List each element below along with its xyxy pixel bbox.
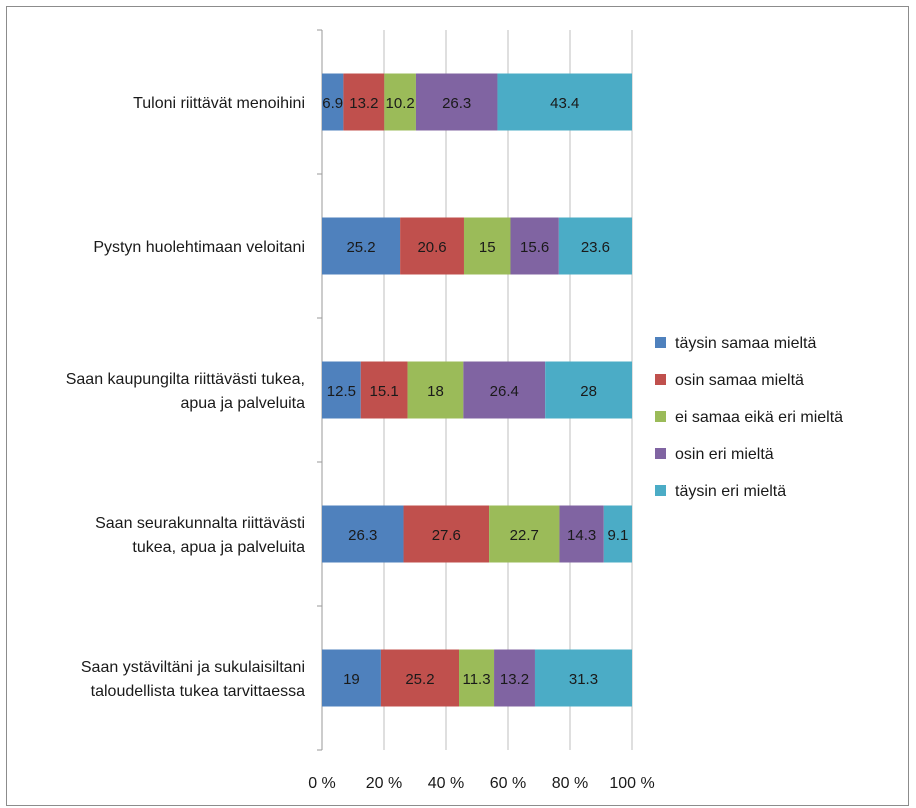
bar-4-3 [494, 649, 535, 707]
data-label-0-2: 10.2 [386, 95, 415, 112]
data-label-1-0: 25.2 [346, 239, 375, 256]
bar-3-4 [603, 505, 632, 563]
legend-swatch-3 [655, 448, 666, 459]
x-tick-label-5: 100 % [609, 775, 654, 792]
bar-4-4 [534, 649, 632, 707]
legend-label-2: ei samaa eikä eri mieltä [675, 409, 843, 426]
data-label-1-4: 23.6 [581, 239, 610, 256]
bar-0-0 [322, 73, 344, 131]
category-label-1-0: Pystyn huolehtimaan veloitani [93, 239, 305, 256]
data-label-1-2: 15 [479, 239, 496, 256]
data-label-2-3: 26.4 [490, 383, 519, 400]
x-tick-label-3: 60 % [490, 775, 526, 792]
legend-label-4: täysin eri mieltä [675, 483, 786, 500]
bar-2-3 [463, 361, 546, 419]
data-label-0-1: 13.2 [349, 95, 378, 112]
data-label-4-4: 31.3 [569, 671, 598, 688]
data-label-0-4: 43.4 [550, 95, 579, 112]
data-label-4-3: 13.2 [500, 671, 529, 688]
bar-1-1 [400, 217, 464, 275]
data-label-3-4: 9.1 [607, 527, 628, 544]
legend-swatch-1 [655, 374, 666, 385]
bar-4-1 [380, 649, 460, 707]
bar-1-0 [322, 217, 401, 275]
bar-0-2 [384, 73, 416, 131]
category-label-4-1: taloudellista tukea tarvittaessa [91, 683, 305, 700]
bar-4-0 [322, 649, 381, 707]
data-label-3-0: 26.3 [348, 527, 377, 544]
legend-label-0: täysin samaa mieltä [675, 335, 816, 352]
legend-swatch-4 [655, 485, 666, 496]
bar-1-3 [510, 217, 559, 275]
legend-swatch-2 [655, 411, 666, 422]
bar-2-1 [360, 361, 408, 419]
bar-3-0 [322, 505, 404, 563]
legend-swatch-0 [655, 337, 666, 348]
data-label-2-0: 12.5 [327, 383, 356, 400]
category-label-0-0: Tuloni riittävät menoihini [133, 95, 305, 112]
data-label-4-0: 19 [343, 671, 360, 688]
legend-label-3: osin eri mieltä [675, 446, 774, 463]
data-label-1-1: 20.6 [417, 239, 446, 256]
bar-3-2 [489, 505, 560, 563]
x-tick-label-2: 40 % [428, 775, 464, 792]
bar-0-4 [497, 73, 632, 131]
data-label-3-2: 22.7 [510, 527, 539, 544]
data-label-2-2: 18 [427, 383, 444, 400]
bar-0-1 [343, 73, 385, 131]
data-label-0-3: 26.3 [442, 95, 471, 112]
x-tick-label-0: 0 % [308, 775, 336, 792]
data-label-1-3: 15.6 [520, 239, 549, 256]
data-label-2-4: 28 [580, 383, 597, 400]
bar-3-3 [559, 505, 604, 563]
bar-2-2 [407, 361, 464, 419]
data-label-4-1: 25.2 [405, 671, 434, 688]
category-label-4-0: Saan ystäviltäni ja sukulaisiltani [81, 659, 305, 676]
category-label-3-1: tukea, apua ja palveluita [132, 539, 305, 556]
legend-label-1: osin samaa mieltä [675, 372, 804, 389]
bar-2-0 [322, 361, 361, 419]
category-label-2-1: apua ja palveluita [180, 395, 305, 412]
data-label-0-0: 6.9 [322, 95, 343, 112]
x-tick-label-4: 80 % [552, 775, 588, 792]
data-label-3-1: 27.6 [432, 527, 461, 544]
bar-4-2 [459, 649, 495, 707]
category-label-3-0: Saan seurakunnalta riittävästi [95, 515, 305, 532]
data-label-4-2: 11.3 [462, 671, 490, 688]
bar-0-3 [415, 73, 498, 131]
data-label-2-1: 15.1 [370, 383, 399, 400]
x-tick-label-1: 20 % [366, 775, 402, 792]
category-label-2-0: Saan kaupungilta riittävästi tukea, [66, 371, 305, 388]
bar-2-4 [545, 361, 632, 419]
bar-3-1 [403, 505, 490, 563]
bar-1-2 [463, 217, 511, 275]
data-label-3-3: 14.3 [567, 527, 596, 544]
bar-1-4 [558, 217, 632, 275]
